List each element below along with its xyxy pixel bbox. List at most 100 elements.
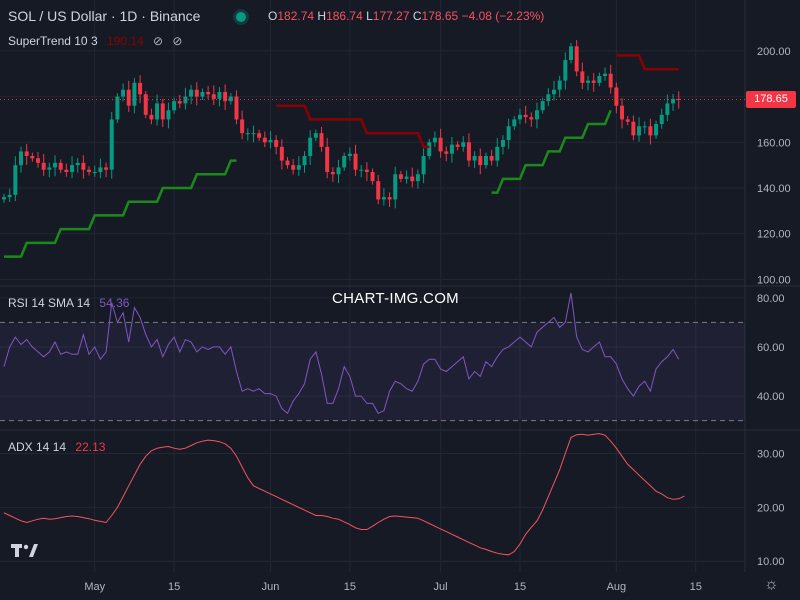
candle-body: [398, 174, 403, 179]
candle-body: [251, 133, 256, 135]
candle-body: [234, 96, 239, 120]
candle-body: [126, 89, 131, 106]
candle-body: [500, 140, 505, 147]
supertrend-label: SuperTrend 10 3: [8, 34, 98, 48]
candle-body: [586, 80, 591, 83]
candle-body: [676, 98, 681, 100]
candle-body: [285, 160, 290, 166]
candle-body: [466, 142, 471, 161]
candle-body: [455, 144, 460, 147]
y-tick-label: 20.00: [757, 502, 785, 514]
market-status-dot: [236, 12, 246, 22]
candle-body: [421, 156, 426, 175]
adx-legend[interactable]: ADX 14 14 22.13: [8, 440, 105, 454]
candle-body: [580, 71, 585, 83]
change-value: −4.08 (−2.23%): [461, 9, 545, 23]
ohlc-readout: O182.74 H186.74 L177.27 C178.65 −4.08 (−…: [268, 9, 544, 23]
candle-body: [138, 82, 143, 95]
y-tick-label: 60.00: [757, 342, 785, 354]
candle-body: [240, 119, 245, 134]
x-tick-label: 15: [690, 581, 702, 593]
candle-body: [659, 114, 664, 124]
candle-body: [177, 101, 182, 104]
watermark: CHART-IMG.COM: [332, 290, 459, 307]
candle-body: [517, 114, 522, 120]
candle-body: [223, 92, 228, 102]
candle-body: [608, 73, 613, 88]
candle-body: [364, 169, 369, 172]
candle-body: [654, 124, 659, 136]
candle-body: [172, 101, 177, 111]
candle-body: [262, 137, 267, 143]
eye-off-icon[interactable]: ⊘: [172, 34, 183, 48]
candle-body: [41, 162, 46, 170]
high-label: H: [317, 9, 327, 23]
candle-body: [81, 162, 86, 170]
candle-body: [631, 121, 636, 136]
chart-title: SOL / US Dollar · 1D · Binance: [8, 8, 201, 24]
candle-body: [472, 156, 477, 161]
candle-body: [427, 142, 432, 156]
candle-body: [13, 165, 18, 195]
eye-off-icon[interactable]: ⊘: [153, 34, 164, 48]
candle-body: [546, 94, 551, 102]
rsi-legend[interactable]: RSI 14 SMA 14 54.36: [8, 296, 129, 310]
candle-body: [302, 156, 307, 166]
supertrend-legend[interactable]: SuperTrend 10 3 190.14 ⊘ ⊘: [8, 34, 182, 48]
candle-body: [200, 92, 205, 97]
candle-body: [183, 96, 188, 104]
candle-body: [308, 137, 313, 156]
candle-body: [438, 137, 443, 152]
candle-body: [98, 167, 103, 172]
high-value: 186.74: [326, 9, 363, 23]
candle-body: [211, 94, 216, 99]
y-tick-label: 100.00: [757, 274, 791, 286]
candle-body: [257, 133, 262, 138]
candle-body: [347, 153, 352, 156]
candle-body: [625, 119, 630, 122]
candle-body: [489, 156, 494, 161]
candle-body: [461, 142, 466, 147]
candle-body: [529, 117, 534, 120]
y-tick-label: 40.00: [757, 391, 785, 403]
candle-body: [551, 89, 556, 95]
candle-body: [393, 174, 398, 200]
candle-body: [342, 156, 347, 168]
candle-body: [330, 172, 335, 175]
candle-body: [245, 133, 250, 135]
candle-body: [64, 169, 69, 172]
candle-body: [444, 151, 449, 154]
candle-body: [30, 156, 35, 159]
candle-body: [166, 110, 171, 120]
candle-body: [313, 133, 318, 138]
candle-body: [603, 73, 608, 76]
candle-body: [574, 46, 579, 72]
candle-body: [534, 110, 539, 120]
candle-body: [642, 126, 647, 128]
x-tick-label: May: [84, 581, 105, 593]
candle-body: [353, 153, 358, 170]
candle-body: [58, 162, 63, 170]
candle-body: [92, 172, 97, 173]
candle-body: [194, 89, 199, 97]
adx-line: [3, 433, 685, 556]
candle-body: [87, 169, 92, 172]
candle-body: [217, 92, 222, 99]
y-tick-label: 10.00: [757, 556, 785, 568]
y-tick-label: 160.00: [757, 137, 791, 149]
open-value: 182.74: [277, 9, 315, 23]
tradingview-logo-icon[interactable]: [10, 540, 40, 560]
candle-body: [132, 82, 137, 106]
supertrend-up-line: [4, 159, 237, 258]
candle-body: [291, 165, 296, 170]
x-tick-label: 15: [344, 581, 356, 593]
candle-body: [155, 103, 160, 120]
candle-body: [47, 167, 52, 170]
theme-toggle-icon[interactable]: ☼: [764, 576, 779, 593]
candle-body: [296, 165, 301, 170]
low-value: 177.27: [372, 9, 410, 23]
candle-body: [24, 151, 29, 156]
low-label: L: [366, 9, 373, 23]
candle-body: [70, 165, 75, 172]
